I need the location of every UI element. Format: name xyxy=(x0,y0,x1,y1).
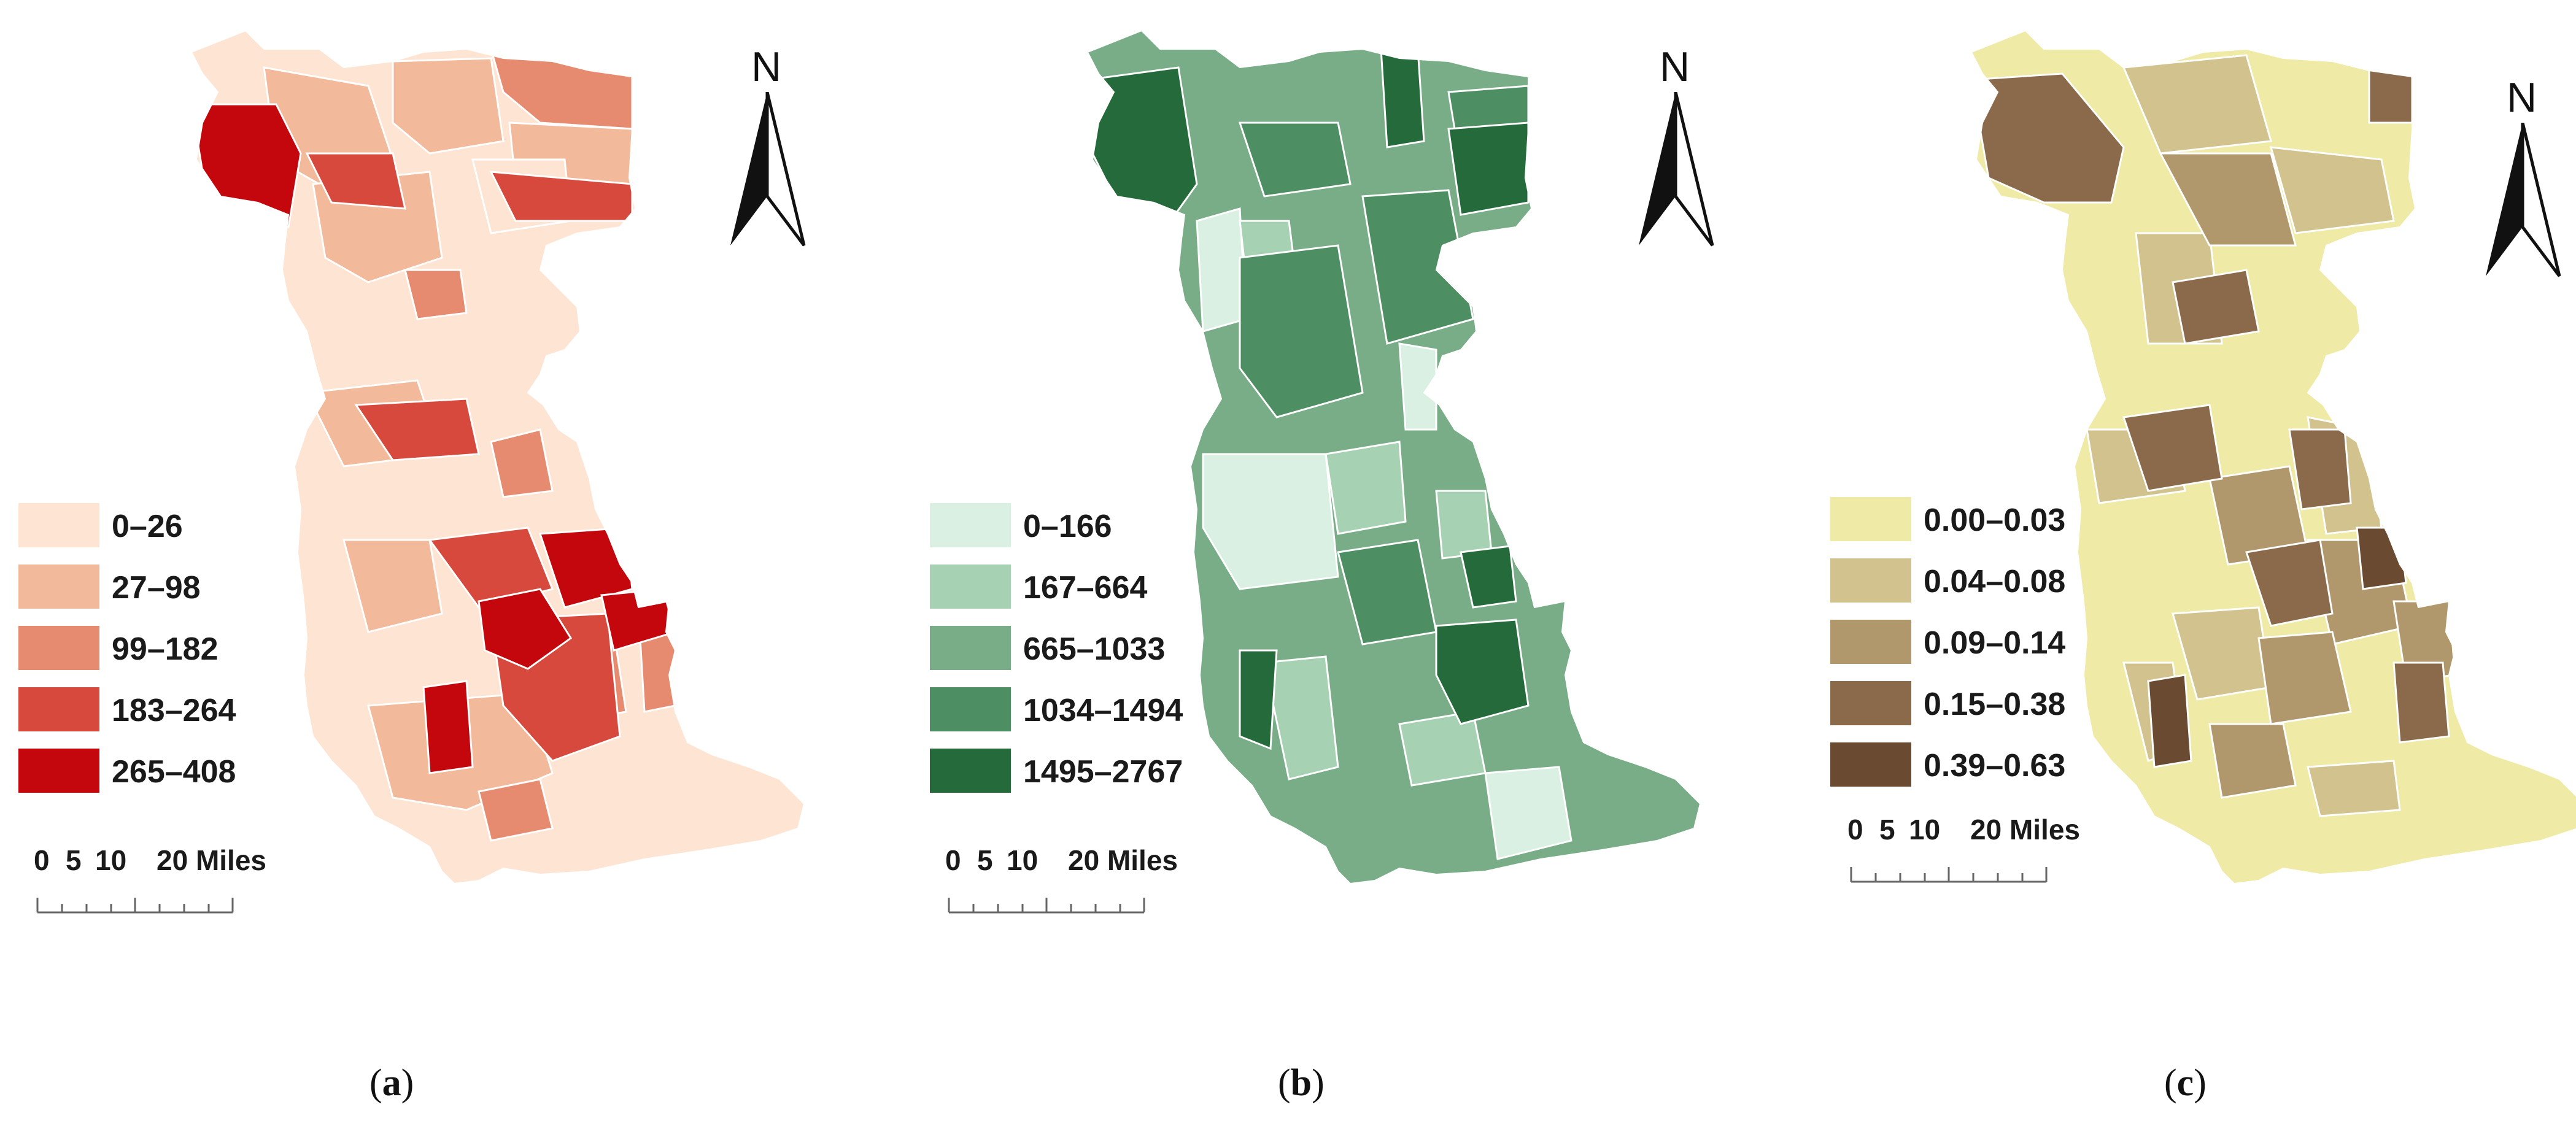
legend-label: 0–26 xyxy=(112,509,183,544)
panel-caption-b: (b) xyxy=(1278,1062,1325,1105)
caption-open: ( xyxy=(2164,1062,2177,1104)
caption-open: ( xyxy=(369,1062,382,1104)
legend-swatch xyxy=(18,564,99,609)
scale-ruler xyxy=(36,898,234,914)
scale-label: 0 xyxy=(34,844,50,876)
caption-open: ( xyxy=(1278,1062,1291,1104)
scale-bar: 0 5 10 20 Miles xyxy=(34,844,266,936)
north-arrow: N xyxy=(1633,43,1725,247)
legend-label: 0–166 xyxy=(1023,509,1112,544)
caption-close: ) xyxy=(1312,1062,1325,1104)
north-label: N xyxy=(2507,74,2537,121)
legend-label: 27–98 xyxy=(112,570,201,606)
caption-letter: b xyxy=(1290,1062,1312,1104)
legend-swatch xyxy=(18,687,99,731)
scale-label: 10 xyxy=(1007,844,1039,876)
scale-ruler xyxy=(1850,867,2048,883)
legend-label: 265–408 xyxy=(112,754,236,790)
scale-label: 10 xyxy=(1909,814,1941,846)
legend-label: 0.15–0.38 xyxy=(1924,687,2066,722)
panel-caption-a: (a) xyxy=(369,1062,414,1105)
legend-swatch xyxy=(18,626,99,670)
legend-label: 99–182 xyxy=(112,631,219,667)
caption-close: ) xyxy=(401,1062,414,1104)
north-arrow: N xyxy=(724,43,816,247)
legend-label: 1034–1494 xyxy=(1023,693,1183,728)
map-regions-c xyxy=(1971,31,2576,884)
legend-label: 0.39–0.63 xyxy=(1924,748,2066,784)
legend-label: 0.04–0.08 xyxy=(1924,564,2066,599)
north-label: N xyxy=(751,44,782,90)
legend-swatch xyxy=(1830,497,1911,541)
map-panel-c: N 0.00–0.03 0.04–0.08 0.09–0.14 0.15–0.3… xyxy=(1780,0,2576,1129)
choropleth-map-c xyxy=(1970,29,2576,885)
map-regions-b xyxy=(1088,31,1700,884)
scale-label: 20 Miles xyxy=(157,844,266,876)
scale-bar: 0 5 10 20 Miles xyxy=(1847,813,2080,905)
legend-swatch xyxy=(1830,558,1911,603)
scale-label: 5 xyxy=(66,844,82,876)
north-arrow-icon xyxy=(1639,92,1714,247)
scale-label: 5 xyxy=(1879,814,1895,846)
choropleth-map-b xyxy=(1086,29,1701,885)
panel-caption-c: (c) xyxy=(2164,1062,2207,1105)
legend-swatch xyxy=(18,749,99,793)
choropleth-map-a xyxy=(190,29,805,885)
legend-label: 665–1033 xyxy=(1023,631,1166,667)
legend-swatch xyxy=(930,564,1011,609)
north-arrow: N xyxy=(2480,74,2572,277)
north-arrow-icon xyxy=(2486,123,2561,277)
legend-swatch xyxy=(930,687,1011,731)
caption-letter: c xyxy=(2176,1062,2194,1104)
north-arrow-icon xyxy=(730,92,806,247)
legend-label: 167–664 xyxy=(1023,570,1148,606)
legend-label: 183–264 xyxy=(112,693,236,728)
scale-label: 0 xyxy=(945,844,961,876)
scale-label: 0 xyxy=(1847,814,1863,846)
legend-label: 1495–2767 xyxy=(1023,754,1183,790)
scale-bar: 0 5 10 20 Miles xyxy=(945,844,1178,936)
map-panel-b: N 0–166 167–664 665–1033 1034–1494 1495–… xyxy=(896,0,1755,1129)
legend-swatch xyxy=(930,749,1011,793)
legend-label: 0.00–0.03 xyxy=(1924,503,2066,538)
caption-close: ) xyxy=(2194,1062,2207,1104)
legend-swatch xyxy=(1830,681,1911,725)
legend-swatch xyxy=(18,503,99,547)
map-regions-a xyxy=(191,31,804,884)
map-panel-a: N 0–26 27–98 99–182 183–264 265–408 0 5 xyxy=(0,0,859,1129)
scale-ruler xyxy=(948,898,1145,914)
legend-label: 0.09–0.14 xyxy=(1924,625,2066,661)
north-label: N xyxy=(1660,44,1690,90)
legend-swatch xyxy=(930,626,1011,670)
legend-swatch xyxy=(930,503,1011,547)
scale-label: 20 Miles xyxy=(1970,814,2080,846)
caption-letter: a xyxy=(382,1062,401,1104)
legend-swatch xyxy=(1830,620,1911,664)
scale-label: 10 xyxy=(95,844,127,876)
legend-swatch xyxy=(1830,742,1911,787)
scale-label: 5 xyxy=(977,844,993,876)
scale-label: 20 Miles xyxy=(1068,844,1178,876)
